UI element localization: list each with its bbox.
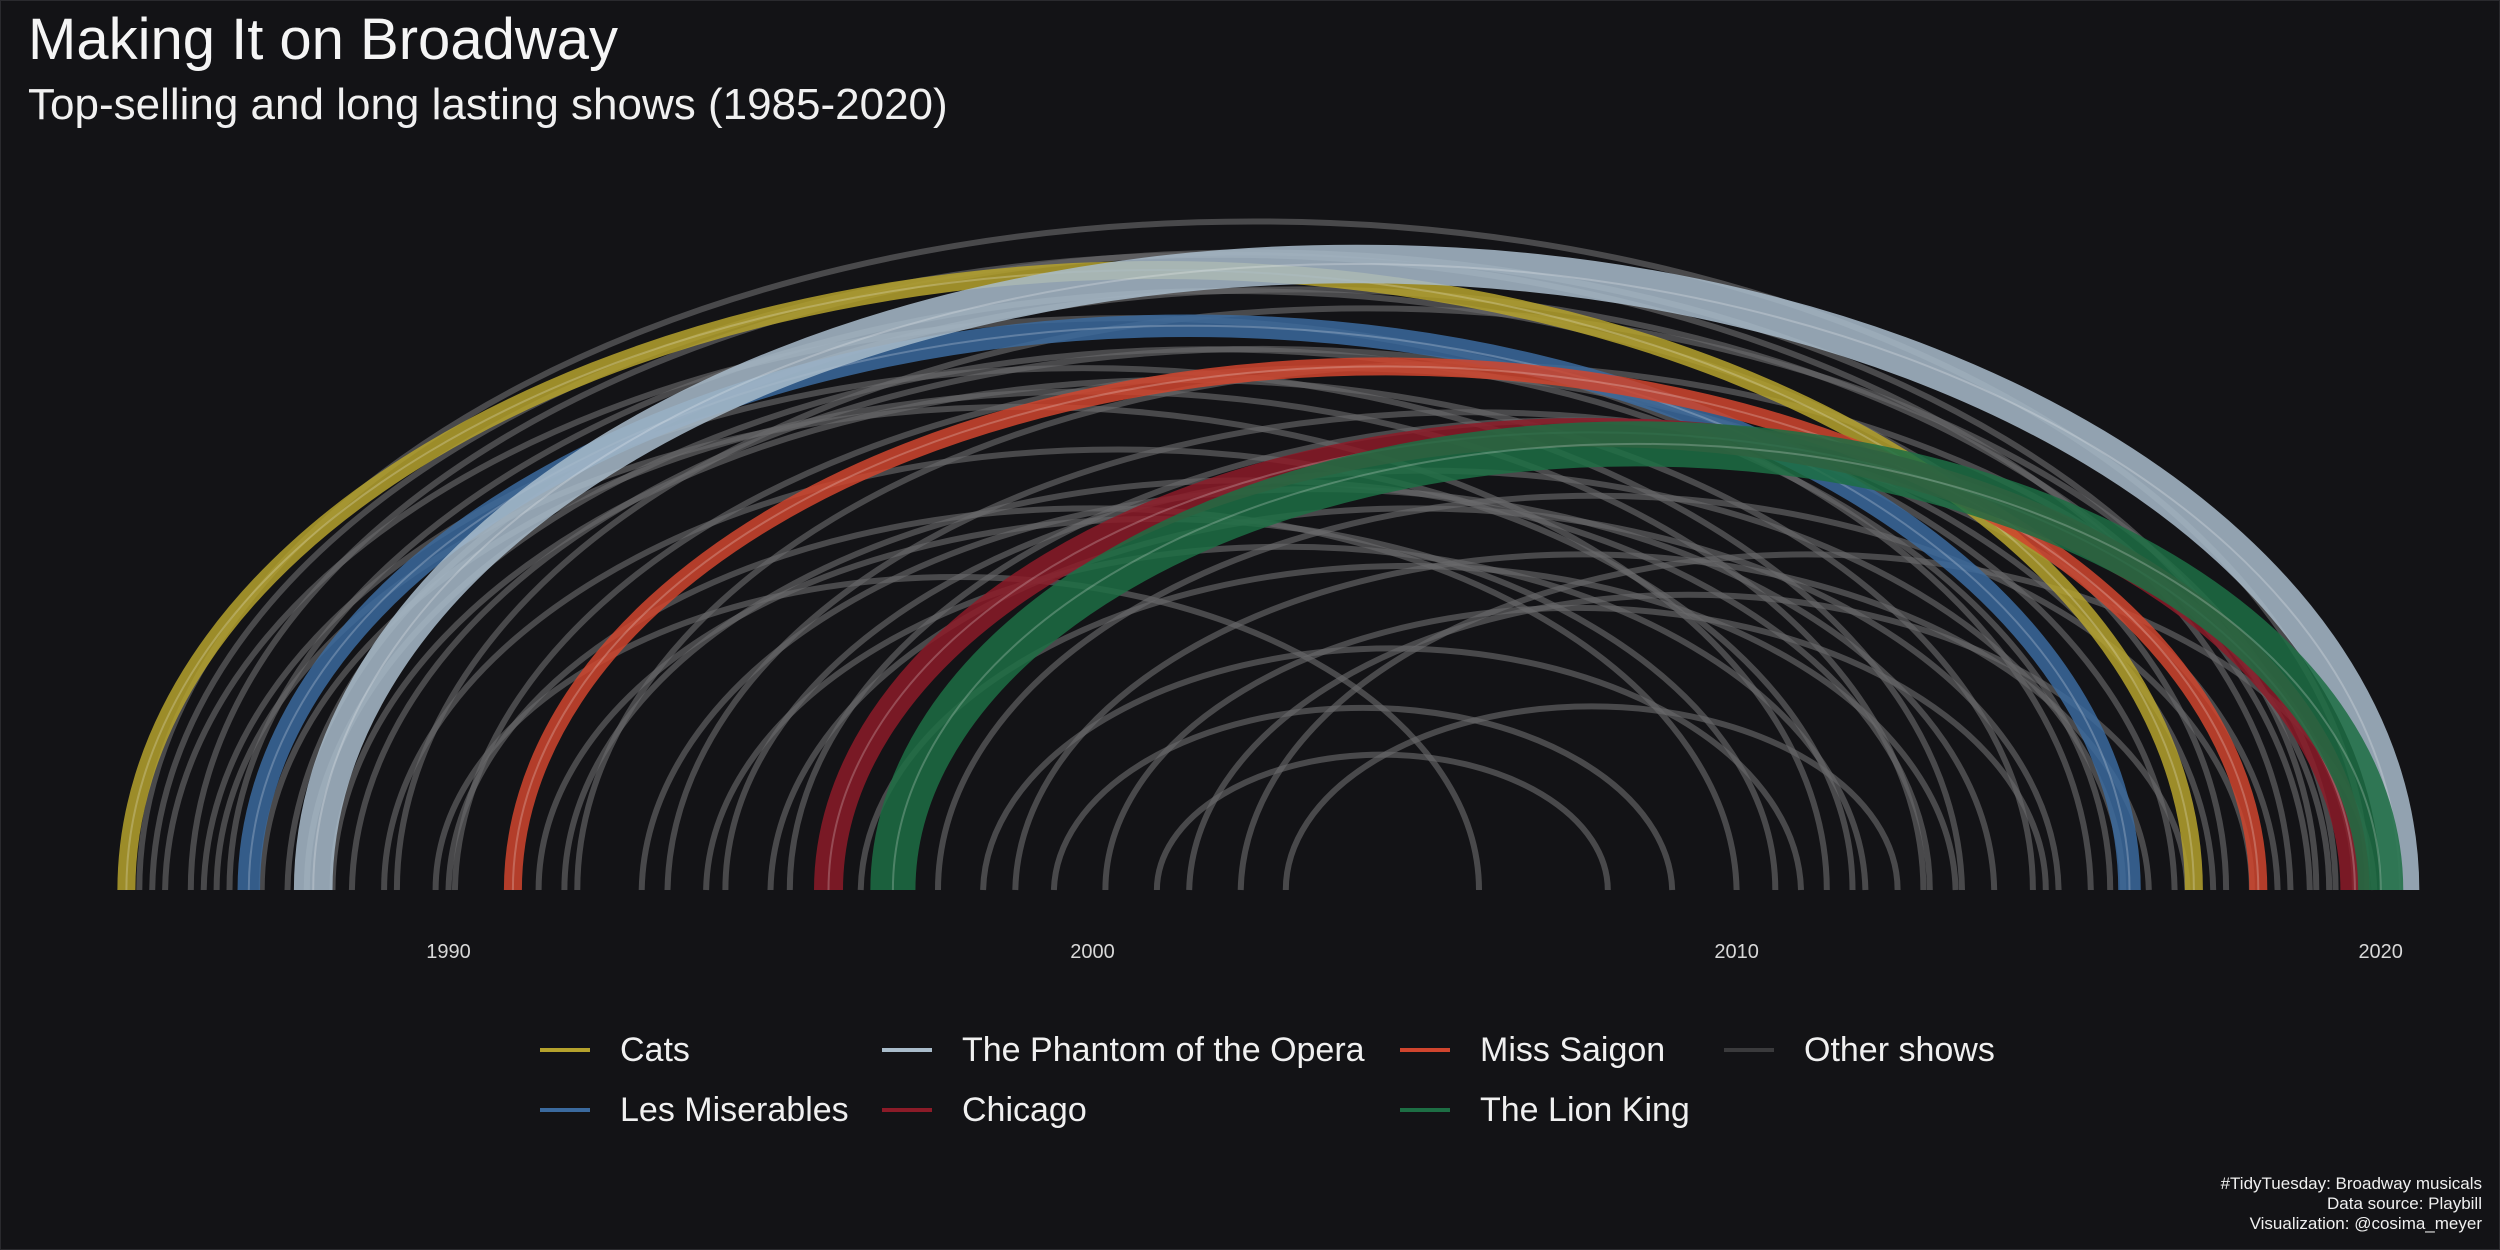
arc-miss-saigon [503, 357, 2268, 891]
other-show-arc [1282, 703, 1901, 891]
arc-the-phantom-of-the-opera [293, 244, 2420, 891]
other-show-arc [381, 446, 1856, 891]
caption: #TidyTuesday: Broadway musicals Data sou… [2221, 1174, 2482, 1234]
x-tick-label: 2010 [1714, 941, 1759, 963]
other-show-arc [1050, 704, 1676, 891]
x-tick-label: 2000 [1070, 941, 1115, 963]
other-show-arc [432, 574, 1482, 891]
arc-the-lion-king [870, 421, 2404, 891]
other-show-arc [980, 645, 1804, 891]
chart-subtitle: Top-selling and long lasting shows (1985… [28, 80, 948, 129]
other-show-arc [1186, 591, 2191, 891]
caption-credit: Visualization: @cosima_meyer [2249, 1214, 2482, 1233]
highlighted-shows-arcs [117, 244, 2420, 891]
other-show-arc [935, 492, 2255, 891]
x-axis-ticks: 1990 2000 2010 2020 [426, 941, 2403, 963]
arc-highlight-the-phantom-of-the-opera [312, 263, 2401, 891]
arc-highlight-the-lion-king [891, 442, 2382, 891]
caption-source: Data source: Playbill [2327, 1194, 2482, 1213]
other-show-arc [200, 365, 1965, 891]
arc-les-miserables [237, 314, 2141, 891]
x-tick-label: 1990 [426, 941, 471, 963]
x-tick-label: 2020 [2358, 941, 2403, 963]
arc-highlight-miss-saigon [511, 365, 2260, 891]
other-show-arc [1102, 604, 2049, 891]
chart-title: Making It on Broadway [28, 7, 618, 72]
caption-tidytuesday: #TidyTuesday: Broadway musicals [2220, 1174, 2482, 1193]
other-show-arc [1012, 551, 2152, 891]
arc-highlight-les-miserables [247, 324, 2131, 891]
other-show-arc [1153, 751, 1611, 891]
